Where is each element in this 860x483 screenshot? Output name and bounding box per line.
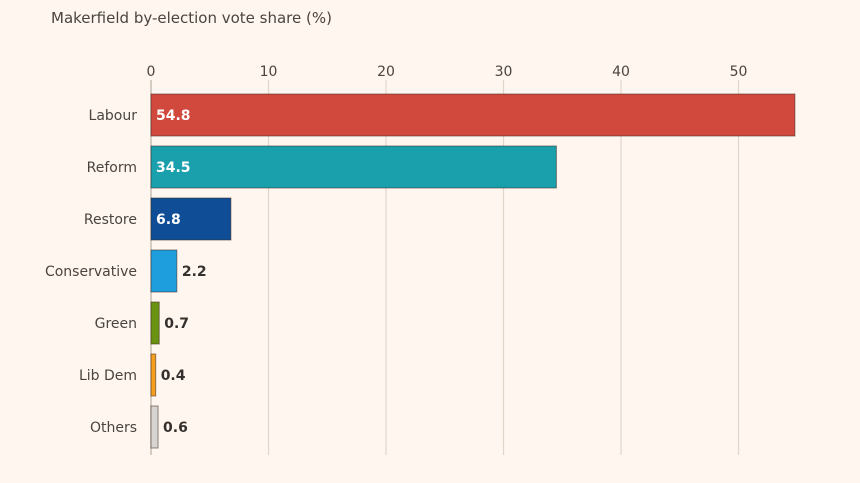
- bar-green: [150, 301, 160, 345]
- category-label-green: Green: [95, 316, 137, 332]
- value-label-labour: 54.8: [156, 108, 191, 124]
- x-axis-ticks: 0 10 20 30 40 50: [147, 64, 748, 80]
- value-label-green: 0.7: [164, 316, 189, 332]
- category-label-reform: Reform: [87, 160, 137, 176]
- x-tick-label: 50: [730, 64, 748, 80]
- category-label-restore: Restore: [84, 212, 137, 228]
- bar-restore: [150, 197, 232, 241]
- bar-reform: [150, 145, 557, 189]
- category-label-conservative: Conservative: [45, 264, 137, 280]
- chart-title: Makerfield by-election vote share (%): [51, 9, 332, 27]
- value-label-restore: 6.8: [156, 212, 181, 228]
- category-label-labour: Labour: [89, 108, 138, 124]
- category-label-others: Others: [90, 420, 137, 436]
- value-label-reform: 34.5: [156, 160, 191, 176]
- x-tick-label: 10: [260, 64, 278, 80]
- value-labels: 54.8 34.5 6.8 2.2 0.7 0.4 0.6: [156, 108, 207, 436]
- bar-lib-dem: [150, 353, 157, 397]
- x-tick-label: 40: [612, 64, 630, 80]
- category-label-lib-dem: Lib Dem: [79, 368, 137, 384]
- category-labels: Labour Reform Restore Conservative Green Lib …: [45, 108, 137, 436]
- value-label-others: 0.6: [163, 420, 188, 436]
- bar-conservative: [150, 249, 178, 293]
- bar-others: [150, 405, 159, 449]
- x-tick-label: 20: [377, 64, 395, 80]
- value-label-conservative: 2.2: [182, 264, 207, 280]
- x-tick-label: 30: [495, 64, 513, 80]
- x-tick-label: 0: [147, 64, 156, 80]
- value-label-lib-dem: 0.4: [161, 368, 186, 384]
- bars: [150, 93, 796, 449]
- bar-labour: [150, 93, 796, 137]
